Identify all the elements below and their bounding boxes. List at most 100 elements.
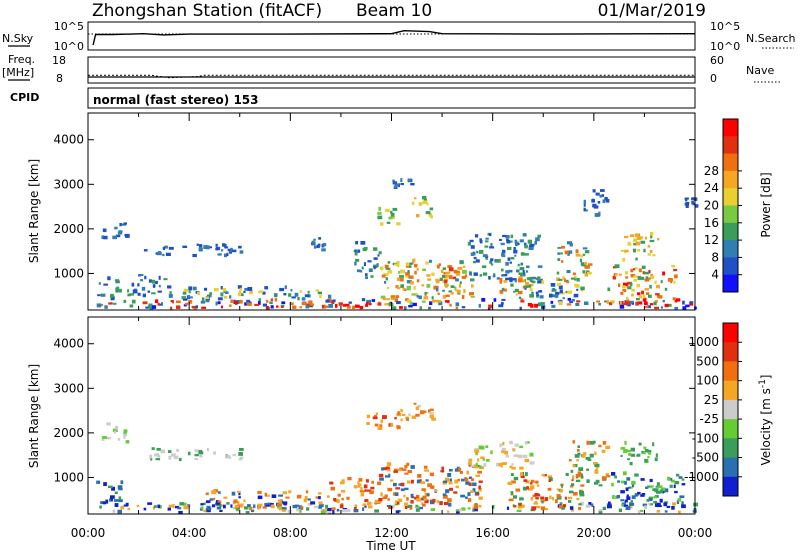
radar-cell xyxy=(465,481,470,485)
radar-cell xyxy=(459,261,464,265)
radar-cell xyxy=(258,290,263,294)
radar-cell xyxy=(407,299,412,303)
radar-cell xyxy=(645,276,649,280)
radar-cell xyxy=(581,263,586,267)
radar-cell xyxy=(155,299,159,303)
radar-cell xyxy=(519,503,522,507)
radar-cell xyxy=(226,502,230,505)
radar-cell xyxy=(506,506,510,510)
radar-cell xyxy=(645,486,649,489)
colorbar-tick-label: 500 xyxy=(696,354,719,368)
radar-cell xyxy=(226,252,229,256)
radar-cell xyxy=(377,426,383,430)
radar-cell xyxy=(408,305,413,308)
radar-cell xyxy=(520,252,525,256)
velocity-unit-bracket: ] xyxy=(759,375,773,380)
radar-cell xyxy=(229,251,232,254)
radar-cell xyxy=(520,475,525,479)
radar-cell xyxy=(551,304,556,308)
radar-cell xyxy=(419,306,422,310)
radar-cell xyxy=(376,263,379,267)
radar-cell xyxy=(387,463,390,468)
radar-cell xyxy=(221,249,224,252)
radar-cell xyxy=(117,438,121,441)
power-colorbar: 4 8 12 16 20 24 28 xyxy=(704,118,742,293)
radar-cell xyxy=(529,276,533,281)
radar-cell xyxy=(643,301,648,306)
radar-cell xyxy=(621,480,625,484)
radar-cell xyxy=(538,303,543,306)
radar-cell xyxy=(561,260,564,263)
radar-cell xyxy=(388,506,393,509)
radar-cell xyxy=(339,504,344,509)
radar-cell xyxy=(671,265,675,268)
time-axis-label: Time UT xyxy=(365,539,416,553)
radar-cell xyxy=(675,473,680,477)
radar-cell xyxy=(396,425,400,428)
radar-cell xyxy=(531,291,534,294)
radar-cell xyxy=(321,248,326,252)
radar-cell xyxy=(416,279,420,283)
radar-cell xyxy=(288,490,292,494)
radar-cell xyxy=(510,257,515,260)
radar-cell xyxy=(482,272,488,276)
radar-cell xyxy=(411,293,416,296)
radar-cell xyxy=(598,303,601,306)
radar-cell xyxy=(602,441,607,445)
radar-cell xyxy=(579,258,583,263)
radar-cell xyxy=(129,304,134,308)
radar-cell xyxy=(598,509,603,512)
radar-cell xyxy=(627,281,632,285)
radar-cell xyxy=(525,480,530,484)
radar-cell xyxy=(614,475,617,479)
radar-cell xyxy=(580,484,585,487)
radar-cell xyxy=(517,290,523,295)
radar-cell xyxy=(575,303,580,306)
radar-cell xyxy=(365,273,368,277)
radar-cell xyxy=(403,494,406,498)
radar-cell xyxy=(529,461,535,465)
radar-cell xyxy=(438,263,441,266)
radar-cell xyxy=(640,494,645,497)
radar-cell xyxy=(127,289,130,293)
radar-cell xyxy=(448,267,454,272)
radar-cell xyxy=(462,265,466,268)
radar-cell xyxy=(317,291,322,295)
radar-cell xyxy=(522,233,527,237)
radar-cell xyxy=(399,275,404,278)
radar-cell xyxy=(622,282,628,286)
radar-cell xyxy=(655,485,659,488)
radar-cell xyxy=(643,446,647,449)
radar-cell xyxy=(479,466,484,470)
radar-cell xyxy=(254,303,260,306)
radar-cell xyxy=(654,488,659,493)
radar-cell xyxy=(501,274,505,277)
radar-cell xyxy=(178,510,183,514)
radar-cell xyxy=(168,246,174,250)
radar-cell xyxy=(187,451,191,456)
radar-cell xyxy=(431,272,435,276)
radar-cell xyxy=(443,480,448,483)
radar-cell xyxy=(400,269,405,274)
radar-cell xyxy=(571,509,574,512)
radar-cell xyxy=(515,293,518,296)
radar-cell xyxy=(194,453,199,457)
radar-cell xyxy=(624,499,628,503)
radar-cell xyxy=(396,277,401,281)
radar-cell xyxy=(443,271,446,275)
radar-cell xyxy=(395,285,399,289)
radar-cell xyxy=(461,478,465,482)
radar-cell xyxy=(253,504,256,508)
radar-cell xyxy=(127,507,131,511)
radar-cell xyxy=(555,291,560,295)
radar-cell xyxy=(296,494,302,499)
radar-cell xyxy=(444,300,450,303)
radar-cell xyxy=(426,274,431,277)
radar-cell xyxy=(514,254,517,257)
radar-cell xyxy=(201,297,205,301)
radar-cell xyxy=(313,246,317,249)
radar-cell xyxy=(378,206,381,211)
radar-cell xyxy=(654,299,658,303)
radar-cell xyxy=(390,295,396,298)
radar-cell xyxy=(471,478,474,482)
